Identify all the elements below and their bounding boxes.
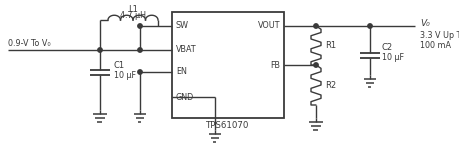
Text: SW: SW <box>176 21 189 31</box>
Circle shape <box>313 24 318 28</box>
Circle shape <box>138 70 142 74</box>
Text: 0.9-V To V₀: 0.9-V To V₀ <box>8 39 50 48</box>
Text: 10 μF: 10 μF <box>381 54 403 62</box>
Bar <box>172 12 283 118</box>
Text: C1: C1 <box>114 61 125 71</box>
Text: R2: R2 <box>325 80 336 90</box>
Text: 3.3 V Up To: 3.3 V Up To <box>419 31 459 39</box>
Circle shape <box>138 48 142 52</box>
Text: EN: EN <box>176 68 186 76</box>
Text: VOUT: VOUT <box>257 21 280 31</box>
Circle shape <box>138 24 142 28</box>
Circle shape <box>313 63 318 67</box>
Text: VBAT: VBAT <box>176 46 196 54</box>
Text: 4.7 μH: 4.7 μH <box>120 12 146 20</box>
Text: TPS61070: TPS61070 <box>206 121 249 129</box>
Text: 10 μF: 10 μF <box>114 72 136 80</box>
Text: C2: C2 <box>381 43 392 53</box>
Circle shape <box>98 48 102 52</box>
Circle shape <box>367 24 371 28</box>
Text: 100 mA: 100 mA <box>419 40 450 50</box>
Text: L1: L1 <box>128 4 138 14</box>
Text: R1: R1 <box>325 41 336 50</box>
Text: GND: GND <box>176 92 194 102</box>
Text: FB: FB <box>269 60 280 70</box>
Text: V₀: V₀ <box>419 19 429 29</box>
